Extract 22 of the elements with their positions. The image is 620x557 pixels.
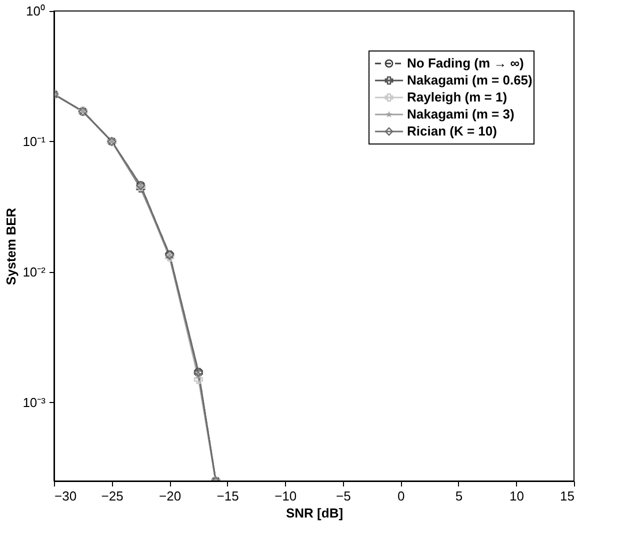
y-tick-label: 10⁻¹ xyxy=(22,134,46,149)
x-tick-label: 5 xyxy=(455,488,463,504)
y-tick-label: 10⁻² xyxy=(22,264,46,280)
x-tick-label: −25 xyxy=(101,488,124,504)
point xyxy=(194,374,203,384)
legend-label: Rayleigh (m = 1) xyxy=(407,90,508,104)
y-tick-label: 10⁻³ xyxy=(22,394,46,410)
y-axis-title: System BER xyxy=(4,207,19,286)
legend-label: Nakagami (m = 0.65) xyxy=(407,72,532,88)
x-tick-label: −10 xyxy=(274,488,297,504)
legend-label: Nakagami (m = 3) xyxy=(407,106,514,122)
x-tick-label: −30 xyxy=(54,488,77,504)
legend-label: Rician (K = 10) xyxy=(407,124,497,138)
x-tick-label: 15 xyxy=(560,488,574,504)
x-tick-label: 10 xyxy=(509,488,524,504)
legend-label: No Fading (m → ∞) xyxy=(407,56,524,70)
x-tick-label: −15 xyxy=(216,488,239,504)
x-tick-label: 0 xyxy=(398,488,405,504)
y-tick-label: 10⁰ xyxy=(26,4,46,18)
x-tick-label: −20 xyxy=(159,488,182,504)
x-tick-label: −5 xyxy=(336,488,351,504)
x-axis-title: SNR [dB] xyxy=(286,506,344,520)
